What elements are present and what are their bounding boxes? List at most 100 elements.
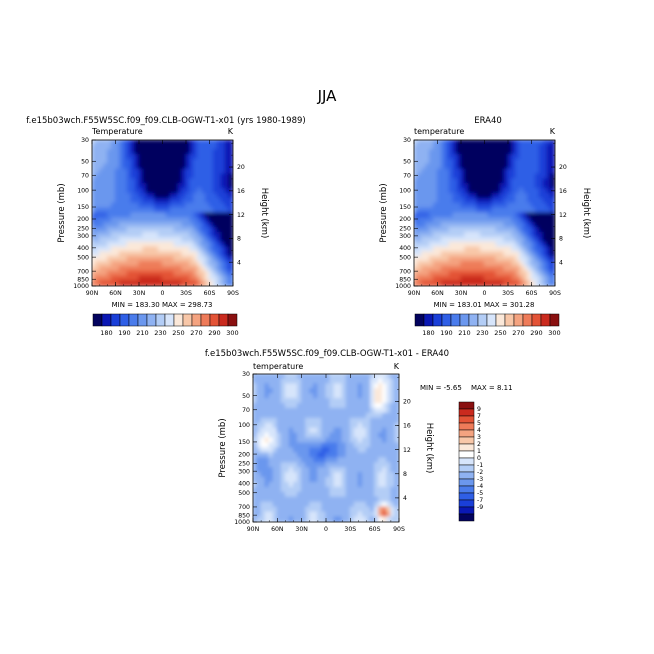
temperature-difference-cell xyxy=(284,501,291,508)
temperature-model-cell xyxy=(181,227,187,234)
temperature-era40-cell xyxy=(429,207,435,214)
temperature-era40-cell xyxy=(440,217,446,224)
temperature-era40-cell xyxy=(464,222,470,229)
temperature-era40-cell xyxy=(487,236,493,243)
temperature-difference-cell xyxy=(365,467,372,474)
temperature-model-cell xyxy=(138,183,144,190)
temperature-difference-cell xyxy=(321,388,327,395)
temperature-model-cell xyxy=(173,227,179,234)
temperature-era40-cell xyxy=(530,158,537,165)
temperature-difference-cell xyxy=(313,427,319,434)
temperature-difference-cell xyxy=(329,472,335,479)
temperature-model-cell xyxy=(208,236,215,243)
temperature-era40-cell xyxy=(515,140,521,146)
temperature-difference-cell xyxy=(256,432,262,439)
temperature-era40-cell xyxy=(452,192,458,199)
temperature-model-cell xyxy=(110,261,117,268)
temperature-model-cell xyxy=(95,241,101,248)
temperature-difference-cell xyxy=(337,432,343,439)
temperature-era40-cell xyxy=(432,168,439,175)
temperature-model-cell xyxy=(212,149,218,156)
temperature-era40-cell xyxy=(452,251,458,258)
temperature-model-cell xyxy=(122,246,128,253)
temperature-era40-cell xyxy=(448,251,454,258)
temperature-model-cell xyxy=(181,280,187,286)
temperature-difference-cell xyxy=(361,457,368,464)
temperature-model-cell xyxy=(185,256,191,263)
temperature-difference-cell xyxy=(370,383,376,390)
temperature-era40-cell xyxy=(519,188,525,195)
temperature-era40-cell xyxy=(507,188,513,195)
temperature-model-cell xyxy=(154,275,160,282)
temperature-model-cell xyxy=(110,231,117,238)
temperature-difference-cell xyxy=(365,398,372,405)
temperature-era40-cell xyxy=(495,207,501,214)
temperature-era40-cell xyxy=(472,231,478,238)
temperature-model-cell xyxy=(161,241,168,248)
temperature-difference-cell xyxy=(337,407,343,415)
temperature-difference-cell xyxy=(284,506,291,513)
temperature-model-cell xyxy=(142,197,148,204)
temperature-model-cell xyxy=(224,231,230,238)
temperature-model-cell xyxy=(150,158,156,165)
temperature-era40-cell xyxy=(487,178,493,185)
temperature-model-cell xyxy=(126,158,132,165)
temperature-era40-cell xyxy=(464,227,470,234)
colorbar-swatch xyxy=(137,313,148,327)
temperature-era40-cell xyxy=(487,158,493,165)
temperature-era40-cell xyxy=(425,163,431,170)
temperature-era40-cell xyxy=(550,241,555,248)
temperature-era40-cell xyxy=(468,158,474,165)
temperature-model-cell xyxy=(134,265,140,272)
temperature-era40-cell xyxy=(499,192,505,199)
temperature-era40-cell xyxy=(538,207,544,214)
temperature-difference-cell xyxy=(349,422,355,429)
temperature-model-cell xyxy=(201,261,207,268)
temperature-era40-cell xyxy=(530,217,537,224)
temperature-model-cell xyxy=(189,197,195,204)
temperature-era40-cell xyxy=(468,212,474,219)
temperature-difference-cell xyxy=(317,388,323,395)
y-tick-label: 400 xyxy=(77,245,89,252)
temperature-difference-cell xyxy=(365,506,372,513)
temperature-difference-cell xyxy=(272,398,278,405)
colorbar-swatch xyxy=(458,436,475,445)
temperature-model-cell xyxy=(126,251,132,258)
temperature-model-cell xyxy=(177,236,183,243)
temperature-difference-cell xyxy=(394,374,399,380)
temperature-difference-cell xyxy=(345,457,351,464)
temperature-era40-cell xyxy=(495,227,501,234)
temperature-era40-cell xyxy=(487,149,493,156)
temperature-era40-cell xyxy=(448,158,454,165)
temperature-model-cell xyxy=(122,168,128,175)
temperature-difference-cell xyxy=(309,398,315,405)
temperature-model-cell xyxy=(146,158,152,165)
temperature-era40-cell xyxy=(483,144,490,151)
temperature-model-cell xyxy=(216,256,222,263)
temperature-difference-cell xyxy=(382,472,388,479)
temperature-difference-cell xyxy=(370,506,376,513)
temperature-model-cell xyxy=(146,261,152,268)
temperature-difference-cell xyxy=(365,437,372,444)
temperature-difference-cell xyxy=(365,393,372,400)
temperature-model-cell xyxy=(154,144,160,151)
temperature-model-cell xyxy=(138,246,144,253)
temperature-difference-cell xyxy=(337,383,343,390)
temperature-model-cell xyxy=(107,241,113,248)
temperature-era40-cell xyxy=(460,178,466,185)
temperature-difference-cell xyxy=(365,374,372,380)
temperature-model-cell xyxy=(197,275,203,282)
temperature-era40-cell xyxy=(530,144,537,151)
temperature-difference-cell xyxy=(357,447,364,454)
temperature-era40-cell xyxy=(499,241,505,248)
temperature-era40-cell xyxy=(499,227,505,234)
temperature-era40-cell xyxy=(414,227,419,234)
temperature-difference-cell xyxy=(280,374,287,380)
temperature-model-cell xyxy=(138,217,144,224)
temperature-model-cell xyxy=(154,256,160,263)
temperature-model-cell xyxy=(103,192,109,199)
temperature-model-cell xyxy=(216,212,222,219)
temperature-difference-cell xyxy=(284,422,291,429)
temperature-era40-cell xyxy=(440,149,446,156)
temperature-difference-cell xyxy=(378,491,384,498)
